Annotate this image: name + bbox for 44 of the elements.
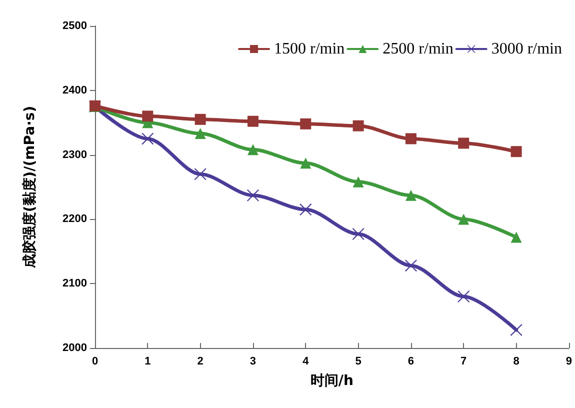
point (458, 138, 470, 149)
point (352, 120, 364, 132)
y-tick-label: 2100 (62, 278, 87, 290)
point (405, 133, 416, 144)
point (142, 110, 154, 122)
point (458, 290, 470, 302)
x-tick-label: 5 (355, 356, 362, 368)
y-axis-title: 成胶强度(黏度)/(mPa·s) (21, 106, 38, 270)
legend-label: 1500 r/min (274, 40, 345, 58)
y-tick-label: 2000 (62, 342, 87, 354)
x-tick-label: 2 (197, 356, 204, 368)
point (194, 114, 206, 125)
point (246, 189, 259, 202)
point (510, 232, 522, 243)
x-tick-label: 6 (408, 356, 414, 368)
y-tick-label: 2500 (62, 20, 87, 32)
point (300, 204, 312, 216)
point (458, 214, 470, 225)
point (510, 146, 522, 158)
point (404, 260, 417, 272)
point (300, 118, 312, 130)
x-tick-label: 0 (92, 356, 98, 368)
x-tick-label: 8 (513, 356, 520, 368)
legend-label: 3000 r/min (491, 40, 562, 58)
y-tick-label: 2400 (62, 84, 87, 96)
y-tick-label: 2200 (62, 213, 87, 226)
x-tick-label: 9 (566, 356, 572, 368)
x-tick-label: 3 (250, 356, 256, 368)
x-tick-label: 7 (460, 356, 467, 368)
point (194, 168, 206, 180)
point (300, 158, 312, 169)
point (352, 228, 364, 240)
point (352, 176, 364, 188)
x-tick-label: 1 (144, 356, 151, 368)
point (247, 144, 258, 156)
point (510, 324, 522, 336)
point (142, 132, 154, 145)
legend-label: 2500 r/min (382, 40, 454, 58)
x-tick-label: 4 (302, 356, 310, 368)
y-tick-label: 2300 (62, 148, 87, 161)
point (247, 116, 258, 127)
point (194, 128, 206, 140)
x-axis-title: 时间/h (310, 373, 354, 389)
point (405, 190, 416, 201)
